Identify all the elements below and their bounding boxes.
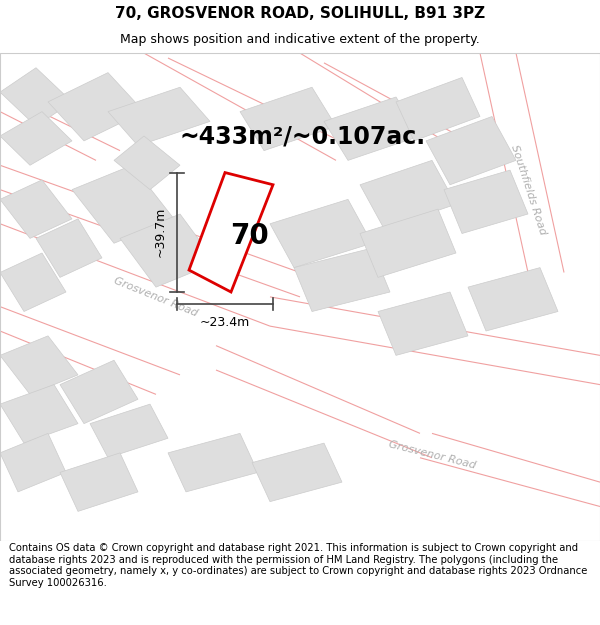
Polygon shape	[114, 136, 180, 189]
Text: Grosvenor Road: Grosvenor Road	[388, 439, 476, 471]
Polygon shape	[240, 88, 336, 151]
Polygon shape	[378, 292, 468, 356]
Polygon shape	[0, 336, 78, 394]
Text: ~433m²/~0.107ac.: ~433m²/~0.107ac.	[180, 124, 426, 148]
Polygon shape	[168, 433, 258, 492]
Text: ~23.4m: ~23.4m	[200, 316, 250, 329]
Polygon shape	[120, 214, 216, 287]
Polygon shape	[0, 384, 78, 443]
Polygon shape	[396, 78, 480, 141]
Text: Grosvenor Road: Grosvenor Road	[113, 276, 199, 318]
Polygon shape	[0, 68, 72, 126]
Polygon shape	[90, 404, 168, 458]
Text: 70, GROSVENOR ROAD, SOLIHULL, B91 3PZ: 70, GROSVENOR ROAD, SOLIHULL, B91 3PZ	[115, 6, 485, 21]
Polygon shape	[36, 219, 102, 278]
Polygon shape	[324, 97, 420, 161]
Polygon shape	[0, 180, 72, 238]
Text: ~39.7m: ~39.7m	[154, 207, 167, 258]
Polygon shape	[444, 170, 528, 234]
Polygon shape	[426, 116, 516, 185]
Polygon shape	[468, 268, 558, 331]
Polygon shape	[252, 443, 342, 502]
Polygon shape	[360, 209, 456, 278]
Polygon shape	[270, 199, 372, 268]
Polygon shape	[0, 433, 66, 492]
Polygon shape	[48, 72, 144, 141]
Polygon shape	[360, 161, 456, 229]
Polygon shape	[0, 253, 66, 311]
Text: 70: 70	[230, 222, 268, 250]
Polygon shape	[294, 248, 390, 311]
Polygon shape	[72, 165, 174, 243]
Polygon shape	[60, 453, 138, 511]
Polygon shape	[60, 360, 138, 424]
Polygon shape	[189, 173, 273, 292]
Text: Map shows position and indicative extent of the property.: Map shows position and indicative extent…	[120, 33, 480, 46]
Text: Contains OS data © Crown copyright and database right 2021. This information is : Contains OS data © Crown copyright and d…	[9, 543, 587, 588]
Text: Southfields Road: Southfields Road	[509, 143, 547, 236]
Polygon shape	[108, 88, 210, 146]
Polygon shape	[0, 112, 72, 165]
